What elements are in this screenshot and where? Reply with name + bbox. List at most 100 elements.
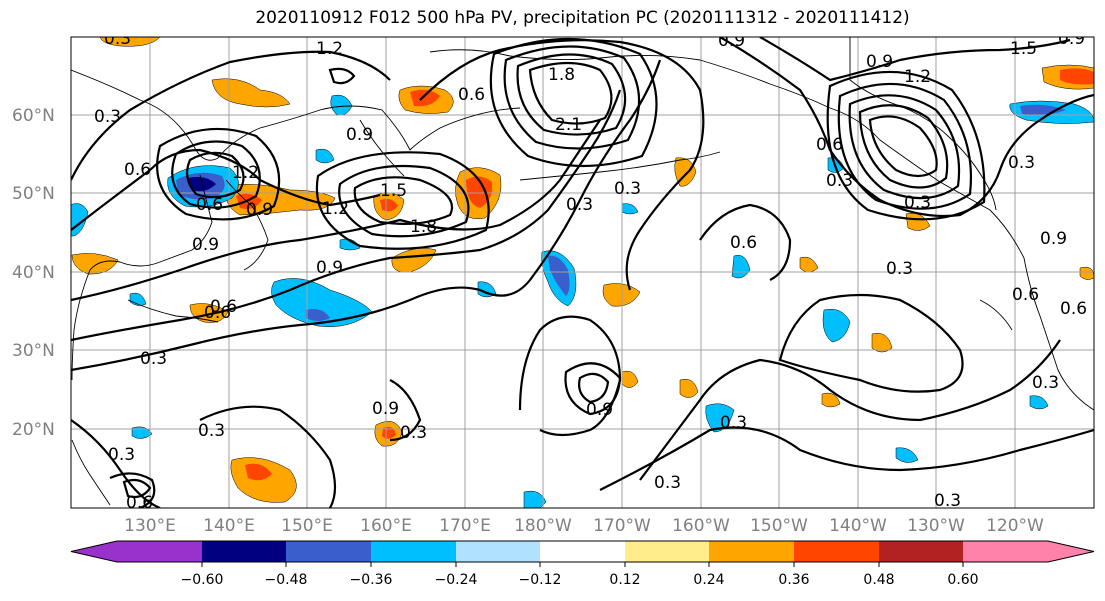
contour-label: 1.5 [380, 181, 407, 201]
lat-label: 50°N [12, 184, 55, 204]
precip-neg-blob [705, 403, 735, 433]
colorbar-tick-label: −0.36 [350, 572, 393, 588]
colorbar-segment [371, 541, 456, 562]
precip-neg-blob [1029, 395, 1049, 410]
contour-label: 0.9 [346, 125, 373, 145]
contour-label: 1.8 [410, 217, 437, 237]
precip-pos-blob [799, 256, 819, 273]
contour-label: 0.9 [866, 52, 893, 72]
colorbar-tick-label: 0.24 [693, 572, 724, 588]
colorbar-segment [540, 541, 625, 562]
contour-label: 0.3 [140, 349, 167, 369]
contour-label: 0.3 [104, 29, 131, 49]
precip-pos-blob [466, 176, 493, 208]
colorbar-tick-label: 0.48 [863, 572, 894, 588]
colorbar-tick-label: 0.60 [947, 572, 978, 588]
lon-label: 140°W [829, 516, 887, 536]
contour-label: 0.3 [566, 195, 593, 215]
precip-pos-blob [621, 370, 639, 388]
contour-label: 0.3 [1008, 153, 1035, 173]
contour-label: 0.9 [1058, 29, 1085, 49]
precip-pos-blob [410, 89, 440, 107]
contour-label: 1.5 [1010, 39, 1037, 59]
contour-label: 0.9 [1040, 229, 1067, 249]
contour-labels: 0.3 1.2 0.9 0.9 0.6 1.8 2.1 0.6 0.9 1.2 … [94, 29, 1087, 513]
map-frame [70, 36, 1095, 509]
contour-label: 1.2 [316, 39, 343, 59]
lat-label: 60°N [12, 106, 55, 126]
precip-pos-blob [1060, 68, 1094, 85]
latitude-labels: 60°N 50°N 40°N 30°N 20°N [12, 106, 55, 440]
lon-label: 130°W [907, 516, 965, 536]
pv-contours [71, 37, 1094, 508]
colorbar-segment [879, 541, 963, 562]
colorbar-tick-label: −0.60 [181, 572, 224, 588]
precip-pos-blob [189, 303, 229, 323]
colorbar-tick-label: −0.48 [265, 572, 308, 588]
lon-label: 140°E [203, 516, 255, 536]
contour-label: 0.3 [654, 473, 681, 493]
colorbar-segment [709, 541, 794, 562]
precip-neg-blob [895, 447, 919, 463]
precip-neg-blob [621, 203, 639, 215]
colorbar-tick-label: −0.24 [435, 572, 478, 588]
precip-pos-blob [245, 463, 272, 481]
contour-label: 0.9 [586, 400, 613, 420]
contour-label: 0.9 [718, 31, 745, 51]
precip-neg-blob [330, 94, 353, 116]
contour-label: 0.3 [108, 445, 135, 465]
contour-label: 0.9 [192, 235, 219, 255]
contour-label: 0.6 [1060, 299, 1087, 319]
lon-label: 130°E [124, 516, 176, 536]
colorbar-segment [963, 541, 1094, 562]
contour-label: 1.2 [232, 163, 259, 183]
contour-label: 1.2 [904, 67, 931, 87]
precip-neg-blob [1020, 104, 1066, 116]
contour-label: 0.6 [816, 135, 843, 155]
colorbar-tick-label: 0.36 [778, 572, 809, 588]
contour-label: 2.1 [555, 115, 582, 135]
contour-label: 0.6 [210, 297, 237, 317]
precip-pos-blob [821, 392, 841, 408]
colorbar: −0.60 −0.48 −0.36 −0.24 −0.12 0.12 0.24 … [70, 540, 1095, 588]
contour-label: 0.6 [458, 85, 485, 105]
precip-pos-blob [679, 379, 699, 398]
colorbar-outline [70, 540, 1095, 563]
colorbar-ticks [201, 562, 964, 567]
contour-label: 1.2 [322, 199, 349, 219]
contour-label: 0.3 [720, 413, 747, 433]
precip-pos-blob [211, 78, 291, 108]
contour-label: 0.9 [316, 258, 343, 278]
colorbar-segment [456, 541, 540, 562]
contour-label: 0.9 [372, 399, 399, 419]
contour-label: 1.8 [548, 65, 575, 85]
lon-label: 150°W [750, 516, 808, 536]
lon-label: 160°W [672, 516, 730, 536]
lon-label: 170°E [439, 516, 491, 536]
contour-label: 0.6 [730, 233, 757, 253]
contour-label: 0.6 [126, 493, 153, 513]
contour-label: 0.3 [904, 193, 931, 213]
precip-neg-blob [315, 148, 335, 164]
colorbar-segment [71, 541, 202, 562]
precip-pos-blob [380, 198, 398, 212]
precip-neg-blob [131, 426, 153, 439]
contour-label: 0.3 [1032, 373, 1059, 393]
contour-label: 0.3 [826, 171, 853, 191]
contour-label: 0.3 [934, 491, 961, 511]
map-title: 2020110912 F012 500 hPa PV, precipitatio… [255, 8, 910, 28]
longitude-labels: 130°E 140°E 150°E 160°E 170°E 180°W 170°… [124, 516, 1044, 536]
lat-label: 40°N [12, 263, 55, 283]
contour-label: 0.3 [400, 423, 427, 443]
contour-label: 0.3 [886, 259, 913, 279]
precip-neg-blob [306, 309, 330, 321]
precip-neg-blob [822, 309, 851, 343]
lon-label: 180°W [514, 516, 572, 536]
lat-label: 30°N [12, 341, 55, 361]
colorbar-segment [625, 541, 709, 562]
coastlines [71, 37, 1094, 506]
precip-neg-blob [271, 278, 373, 327]
lon-label: 160°E [360, 516, 412, 536]
contour-label: 0.3 [94, 107, 121, 127]
